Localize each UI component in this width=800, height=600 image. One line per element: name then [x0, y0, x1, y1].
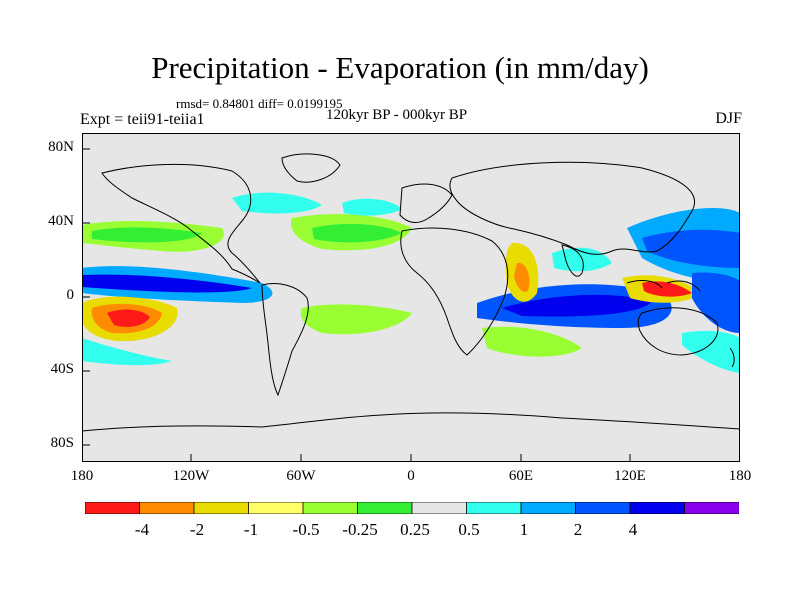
coast-africa [400, 227, 509, 356]
x-label-60w: 60W [286, 468, 316, 484]
field-wpac-blue [692, 272, 740, 333]
field-spac-cyan [82, 338, 172, 366]
y-label-40n: 40N [48, 213, 74, 229]
stats-label: rmsd= 0.84801 diff= 0.0199195 [176, 96, 343, 111]
field-natl-green2 [312, 223, 402, 243]
coast-asia [449, 161, 695, 255]
coast-antarctica [82, 412, 740, 432]
colorbar-label-3: -1 [243, 520, 259, 539]
field-eafrica-orange [514, 262, 530, 292]
colorbar-label-10: 4 [628, 520, 638, 539]
colorbar-swatch-12 [684, 502, 739, 514]
period-label: 120kyr BP - 000kyr BP [326, 107, 468, 123]
colorbar-label-8: 1 [519, 520, 529, 539]
experiment-label: Expt = teii91-teiia1 [80, 111, 205, 128]
coastlines [82, 153, 740, 432]
colorbar-label-7: 0.5 [458, 520, 480, 539]
x-label-0: 0 [407, 468, 415, 484]
coast-south-america [261, 283, 309, 397]
colorbar-swatch-2 [139, 502, 195, 514]
coast-maritime [626, 280, 701, 292]
field-sepac-red [107, 309, 150, 327]
field-mc-red [642, 281, 692, 297]
x-label-60e: 60E [508, 468, 534, 484]
field-arctic-cyan [232, 192, 322, 214]
coast-new-zealand [729, 347, 735, 368]
colorbar-swatch-9 [520, 502, 577, 514]
colorbar-swatch-8 [466, 502, 522, 514]
anomaly-fields [82, 192, 740, 373]
season-label: DJF [715, 110, 742, 127]
field-sio-green [482, 326, 582, 357]
colorbar-swatch-6 [357, 502, 413, 514]
field-npac-green2 [92, 227, 202, 243]
x-label-120e: 120E [614, 468, 646, 484]
coast-europe [399, 183, 453, 223]
coast-north-america [101, 163, 261, 284]
colorbar-swatch-3 [193, 502, 250, 514]
y-label-40s: 40S [50, 361, 74, 377]
x-label-180e: 180 [728, 468, 752, 484]
colorbar [85, 502, 739, 514]
field-io-band2 [502, 294, 652, 317]
colorbar-label-6: 0.25 [400, 520, 430, 539]
x-label-120w: 120W [172, 468, 210, 484]
y-label-0: 0 [66, 287, 75, 303]
field-satl-green [300, 304, 412, 335]
y-label-80s: 80S [50, 435, 74, 451]
coast-australia [637, 307, 719, 356]
colorbar-swatch-1 [85, 502, 141, 514]
chart-title: Precipitation - Evaporation (in mm/day) [151, 50, 649, 85]
map-ticks [82, 148, 631, 462]
colorbar-label-1: -4 [134, 520, 150, 539]
colorbar-swatch-11 [629, 502, 686, 514]
x-label-180w: 180 [70, 468, 94, 484]
colorbar-swatch-7 [411, 502, 468, 514]
colorbar-label-2: -2 [189, 520, 205, 539]
colorbar-swatch-4 [248, 502, 304, 514]
colorbar-swatch-10 [575, 502, 631, 514]
colorbar-label-5: -0.25 [342, 520, 378, 539]
y-label-80n: 80N [48, 139, 74, 155]
colorbar-label-4: -0.5 [292, 520, 320, 539]
colorbar-label-9: 2 [573, 520, 583, 539]
coast-greenland [281, 153, 341, 183]
field-tpac-band2 [82, 274, 252, 293]
coast-india [561, 244, 584, 277]
field-spac-south [682, 330, 740, 373]
precip-evap-map [82, 133, 740, 462]
colorbar-swatch-5 [302, 502, 359, 514]
field-nwpac-blue2 [642, 229, 740, 268]
field-atl-cyan [342, 198, 402, 216]
